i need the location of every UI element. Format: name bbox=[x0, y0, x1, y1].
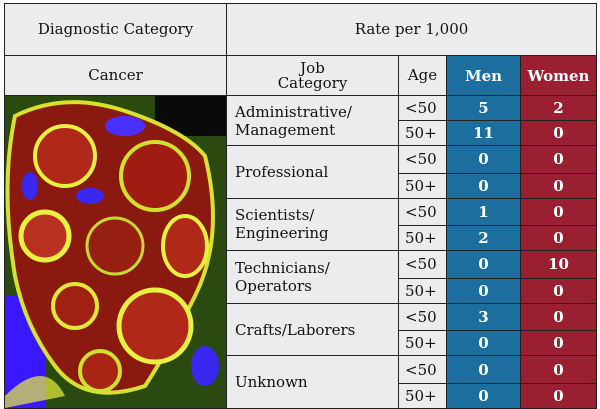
men-rate: 5 bbox=[447, 96, 521, 121]
men-rate: 3 bbox=[447, 303, 521, 331]
women-rate: 0 bbox=[521, 384, 597, 409]
women-rate: 0 bbox=[521, 146, 597, 174]
men-rate: 0 bbox=[447, 331, 521, 356]
job-category-header: Job Category bbox=[227, 56, 399, 96]
age-group: <50 bbox=[399, 96, 447, 121]
women-rate: 2 bbox=[521, 96, 597, 121]
rate-header: Rate per 1,000 bbox=[227, 4, 597, 56]
women-rate: 0 bbox=[521, 173, 597, 198]
age-group: 50+ bbox=[399, 384, 447, 409]
cancer-image-cell bbox=[5, 96, 227, 409]
body: {"header": {"diagnostic_category": "Diag… bbox=[0, 0, 600, 409]
age-group: <50 bbox=[399, 198, 447, 226]
men-rate: 2 bbox=[447, 226, 521, 251]
age-group: 50+ bbox=[399, 173, 447, 198]
men-rate: 0 bbox=[447, 173, 521, 198]
women-rate: 0 bbox=[521, 278, 597, 303]
cancer-image bbox=[5, 96, 227, 408]
job-category: Technicians/ Operators bbox=[227, 251, 399, 304]
rate-table: Diagnostic Category Rate per 1,000 Cance… bbox=[4, 3, 597, 409]
job-category: Crafts/Laborers bbox=[227, 303, 399, 356]
diagnostic-category-header: Diagnostic Category bbox=[5, 4, 227, 56]
men-rate: 0 bbox=[447, 251, 521, 279]
job-category: Administrative/ Management bbox=[227, 96, 399, 146]
women-rate: 0 bbox=[521, 226, 597, 251]
age-group: 50+ bbox=[399, 226, 447, 251]
age-group: <50 bbox=[399, 251, 447, 279]
job-category: Professional bbox=[227, 146, 399, 199]
women-rate: 0 bbox=[521, 303, 597, 331]
men-rate: 0 bbox=[447, 384, 521, 409]
men-rate: 0 bbox=[447, 356, 521, 384]
job-category: Scientists/ Engineering bbox=[227, 198, 399, 251]
age-group: <50 bbox=[399, 146, 447, 174]
men-rate: 1 bbox=[447, 198, 521, 226]
subheader-row: Cancer Job Category Age Men Women bbox=[5, 56, 597, 96]
women-header: Women bbox=[521, 56, 597, 96]
men-rate: 0 bbox=[447, 146, 521, 174]
job-category: Unknown bbox=[227, 356, 399, 409]
cancer-header: Cancer bbox=[5, 56, 227, 96]
men-header: Men bbox=[447, 56, 521, 96]
men-rate: 0 bbox=[447, 278, 521, 303]
age-group: <50 bbox=[399, 356, 447, 384]
age-group: 50+ bbox=[399, 121, 447, 146]
women-rate: 10 bbox=[521, 251, 597, 279]
table-body: Diagnostic Category Rate per 1,000 Cance… bbox=[5, 4, 597, 409]
age-group: <50 bbox=[399, 303, 447, 331]
men-rate: 11 bbox=[447, 121, 521, 146]
women-rate: 0 bbox=[521, 121, 597, 146]
header-row: Diagnostic Category Rate per 1,000 bbox=[5, 4, 597, 56]
age-group: 50+ bbox=[399, 278, 447, 303]
age-group: 50+ bbox=[399, 331, 447, 356]
page: html, body { margin: 0; padding: 0; widt… bbox=[0, 0, 600, 409]
women-rate: 0 bbox=[521, 198, 597, 226]
age-header: Age bbox=[399, 56, 447, 96]
women-rate: 0 bbox=[521, 356, 597, 384]
women-rate: 0 bbox=[521, 331, 597, 356]
